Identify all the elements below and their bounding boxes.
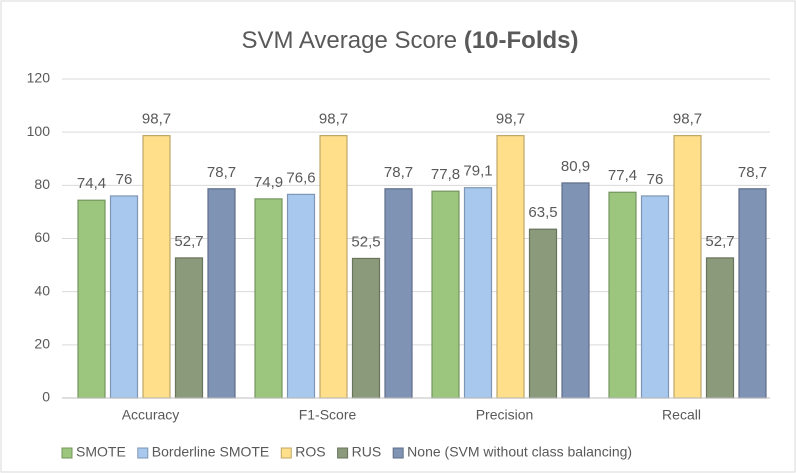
bar	[384, 188, 413, 399]
value-label: 76	[116, 171, 133, 188]
y-tick-label: 60	[34, 229, 50, 245]
title-text: SVM Average Score	[241, 27, 457, 54]
bar	[640, 195, 670, 399]
value-label: 52,5	[351, 233, 380, 250]
value-label: 78,7	[384, 164, 413, 181]
value-label: 80,9	[561, 158, 590, 175]
bar	[673, 135, 702, 399]
bar	[109, 195, 139, 399]
chart-title: SVM Average Score (10-Folds)	[241, 27, 578, 54]
y-tick-label: 20	[34, 336, 50, 352]
bar	[705, 257, 735, 399]
bar	[496, 135, 525, 399]
bar	[738, 188, 767, 399]
value-label: 98,7	[142, 111, 171, 128]
y-tick-label: 40	[34, 282, 50, 298]
bar	[174, 257, 204, 399]
y-tick-label: 0	[42, 389, 50, 405]
value-label: 98,7	[496, 111, 525, 128]
bar	[286, 193, 316, 399]
title-emphasis: (10-Folds)	[464, 27, 579, 54]
bar	[528, 228, 558, 399]
x-tick-label: Accuracy	[122, 407, 180, 423]
bar	[319, 135, 348, 399]
bar	[207, 188, 236, 399]
x-tick-label: Precision	[476, 407, 534, 423]
y-tick-label: 100	[27, 123, 51, 139]
legend-swatch	[61, 447, 73, 459]
x-tick-label: Recall	[662, 407, 701, 423]
y-tick-label: 120	[27, 70, 51, 86]
bar	[561, 182, 590, 399]
value-label: 52,7	[174, 233, 203, 250]
legend-label: RUS	[352, 444, 382, 460]
bar	[77, 199, 106, 399]
legend-swatch	[280, 447, 292, 459]
value-label: 52,7	[705, 233, 734, 250]
bar	[351, 257, 381, 399]
value-label: 78,7	[207, 164, 236, 181]
legend-label: Borderline SMOTE	[152, 444, 269, 460]
value-label: 77,4	[608, 167, 637, 184]
legend-label: SMOTE	[76, 444, 126, 460]
bar	[463, 187, 493, 399]
legend-swatch	[337, 447, 349, 459]
bar	[254, 198, 283, 399]
value-label: 74,4	[77, 175, 106, 192]
value-label: 77,8	[431, 166, 460, 183]
legend-swatch	[392, 447, 404, 459]
value-label: 76	[647, 171, 664, 188]
value-label: 76,6	[286, 169, 315, 186]
value-label: 78,7	[738, 164, 767, 181]
x-tick-label: F1-Score	[299, 407, 357, 423]
value-label: 79,1	[463, 163, 492, 180]
bar	[608, 191, 637, 399]
value-label: 98,7	[319, 111, 348, 128]
legend-label: ROS	[295, 444, 325, 460]
legend-swatch	[137, 447, 149, 459]
value-label: 98,7	[673, 111, 702, 128]
value-label: 74,9	[254, 174, 283, 191]
bar	[431, 190, 460, 399]
value-label: 63,5	[528, 204, 557, 221]
legend-label: None (SVM without class balancing)	[407, 444, 632, 460]
y-tick-label: 80	[34, 176, 50, 192]
bar	[142, 135, 171, 399]
